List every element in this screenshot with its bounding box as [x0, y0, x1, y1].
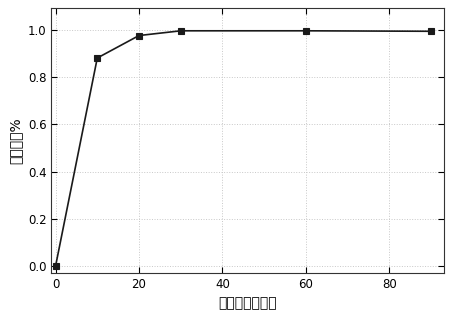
X-axis label: 照射时间／分钟: 照射时间／分钟 — [218, 297, 276, 311]
Y-axis label: 降解率／%: 降解率／% — [8, 117, 22, 164]
